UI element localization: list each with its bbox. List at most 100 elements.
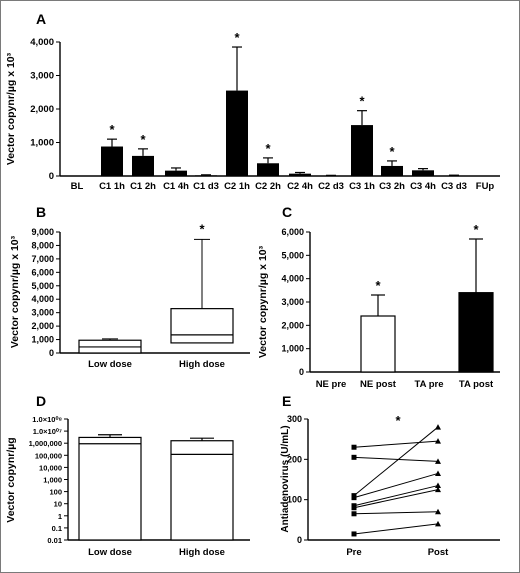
panel-e-pre-marker [351,444,357,450]
panel-a-y-tick-label: 3,000 [30,71,54,82]
panel-b-y-tick-label: 7,000 [31,254,54,264]
panel-c-significance-mark: * [473,222,479,237]
panel-d-y-tick-label: 0.1 [52,524,62,533]
panel-a-x-tick-label: C1 d3 [193,181,219,192]
panel-c-y-tick-label: 2,000 [281,320,304,330]
panel-e-significance-mark: * [395,413,401,428]
panel-a-bar [351,125,373,176]
panel-e-pre-marker [351,454,357,460]
panel-e-subject-line [353,511,439,515]
panel-d-y-tick-label: 1.0×10⁰⁷ [33,427,62,436]
panel-label-A: A [36,11,46,27]
panel-a-significance-mark: * [234,30,240,45]
panel-a-y-axis-label: Vector copynr/µg x 10³ [5,52,17,165]
panel-c-y-tick-label: 5,000 [281,250,304,260]
panel-b-significance-mark: * [199,221,205,236]
panel-b-y-tick-label: 3,000 [31,308,54,318]
panel-e-pre-marker [351,495,357,501]
panel-c-bar [360,315,396,373]
panel-b-x-tick-label: High dose [179,359,225,370]
panel-b-y-tick-label: 5,000 [31,281,54,291]
panel-e-post-marker [435,458,441,464]
panel-a-x-tick-label: C3 d3 [441,181,467,192]
panel-a-x-tick-label: C2 2h [255,181,281,192]
panel-a-bar [257,163,279,176]
panel-a-x-tick-label: FUp [476,181,495,192]
panel-a-y-tick-label: 2,000 [30,104,54,115]
panel-d-y-tick-label: 10 [54,500,62,509]
panel-d-y-tick-label: 1,000,000 [29,439,62,448]
panel-c-x-tick-label: TA pre [414,379,443,390]
panel-a-bar [195,175,217,176]
panel-a-x-tick-label: BL [71,181,84,192]
panel-d-bar [170,440,234,541]
panel-e-y-tick-label: 0 [297,535,302,545]
panel-a-x-tick-label: C3 4h [410,181,436,192]
panel-e-y-tick-label: 100 [287,495,302,505]
panel-d-bar [78,436,142,541]
panel-e-y-tick-label: 200 [287,454,302,464]
panel-e-subject-line [353,440,439,448]
panel-b-box [170,308,234,344]
panel-e-post-marker [435,508,441,515]
panel-a-bar [289,173,311,176]
panel-a-y-tick-label: 1,000 [30,138,54,149]
panel-a-significance-mark: * [109,122,115,137]
panel-b-y-tick-label: 1,000 [31,335,54,345]
panel-b-y-tick-label: 6,000 [31,267,54,277]
panel-e-x-tick-label: Post [428,547,449,558]
panel-e-pre-marker [351,531,357,537]
panel-a-y-tick-label: 0 [49,171,54,182]
panel-b-x-tick-label: Low dose [88,359,132,370]
panel-a-x-tick-label: C1 1h [99,181,125,192]
panel-e-subject-line [353,456,439,462]
panel-b-y-tick-label: 9,000 [31,227,54,237]
panel-d-y-tick-label: 100 [49,488,62,497]
panel-b-y-tick-label: 8,000 [31,240,54,250]
panel-b-y-tick-label: 0 [49,348,54,358]
panel-c-bar [458,292,494,373]
panel-a-significance-mark: * [389,144,395,159]
panel-c-y-tick-label: 6,000 [281,227,304,237]
panel-d-y-axis-label: Vector copynr/µg [5,437,17,522]
panel-c-x-tick-label: NE pre [316,379,347,390]
panel-d-y-tick-label: 100,000 [35,451,62,460]
panel-b-y-tick-label: 4,000 [31,294,54,304]
panel-e-pre-marker [351,505,357,511]
panel-e-pre-marker [351,511,357,517]
panel-label-C: C [282,204,292,220]
panel-label-B: B [36,204,46,220]
panel-e-subject-line [353,426,439,497]
panel-c-x-tick-label: TA post [459,379,494,390]
panel-b-y-axis-label: Vector copynr/µg x 10³ [9,235,21,348]
panel-a-significance-mark: * [265,141,271,156]
panel-e-x-tick-label: Pre [346,547,361,558]
panel-d-y-tick-label: 1.0×10⁰⁸ [32,415,62,424]
panel-c-significance-mark: * [375,278,381,293]
panel-a-y-tick-label: 4,000 [30,37,54,48]
panel-e-subject-line [353,485,439,507]
panel-label-E: E [282,393,291,409]
panel-a-x-tick-label: C1 2h [130,181,156,192]
panel-e-post-marker [435,482,441,489]
panel-d-x-tick-label: High dose [179,547,225,558]
panel-a-bar [412,170,434,176]
panel-d-x-tick-label: Low dose [88,547,132,558]
panel-b-y-tick-label: 2,000 [31,321,54,331]
panel-c-x-tick-label: NE post [360,379,397,390]
panel-c-y-axis-label: Vector copynr/µg x 10³ [257,245,269,358]
panel-c-y-tick-label: 1,000 [281,344,304,354]
panel-e-subject-line [353,523,439,535]
panel-a-bar [381,165,403,176]
panel-d-y-tick-label: 0.01 [47,536,62,545]
panel-e-post-marker [435,470,441,476]
panel-c-y-tick-label: 3,000 [281,297,304,307]
panel-d-y-tick-label: 1 [58,512,62,521]
panel-e-post-marker [435,486,441,493]
panel-c-y-tick-label: 0 [299,367,304,377]
panel-d-y-tick-label: 10,000 [39,463,62,472]
panel-a-x-tick-label: C2 1h [224,181,250,192]
panel-a-significance-mark: * [359,94,365,109]
panel-e-post-marker [435,438,441,444]
